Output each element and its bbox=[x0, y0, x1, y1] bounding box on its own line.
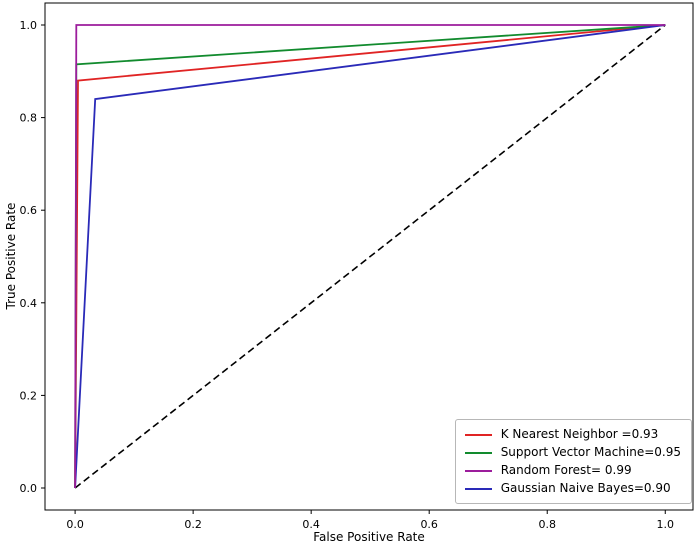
legend-item: Support Vector Machine=0.95 bbox=[464, 445, 681, 460]
legend-swatch bbox=[464, 451, 492, 454]
roc-curve-gaussian-naive-bayes bbox=[74, 24, 666, 489]
legend-label: Random Forest= 0.99 bbox=[500, 463, 632, 477]
y-tick-label: 0.2 bbox=[20, 389, 38, 402]
y-axis-label: True Positive Rate bbox=[4, 203, 18, 311]
x-tick-label: 1.0 bbox=[657, 518, 675, 531]
legend-label: Gaussian Naive Bayes=0.90 bbox=[500, 481, 671, 495]
x-tick-label: 0.8 bbox=[538, 518, 556, 531]
legend-item: K Nearest Neighbor =0.93 bbox=[464, 427, 681, 442]
y-tick-label: 1.0 bbox=[20, 19, 38, 32]
x-tick-label: 0.6 bbox=[420, 518, 438, 531]
x-tick-label: 0.0 bbox=[66, 518, 84, 531]
tick-labels: 0.0 0.2 0.4 0.6 0.8 1.0 0.0 0.2 0.4 0.6 0.8 1.0 bbox=[20, 19, 675, 531]
legend-label: Support Vector Machine=0.95 bbox=[500, 445, 681, 459]
roc-curves bbox=[74, 24, 666, 489]
legend: K Nearest Neighbor =0.93 Support Vector M… bbox=[454, 419, 692, 504]
x-tick-label: 0.4 bbox=[302, 518, 320, 531]
roc-curve-random-forest bbox=[74, 24, 666, 489]
y-tick-label: 0.0 bbox=[20, 482, 38, 495]
y-tick-label: 0.4 bbox=[20, 297, 38, 310]
y-tick-label: 0.6 bbox=[20, 204, 38, 217]
legend-swatch bbox=[464, 469, 492, 472]
legend-item: Random Forest= 0.99 bbox=[464, 463, 681, 478]
legend-item: Gaussian Naive Bayes=0.90 bbox=[464, 481, 681, 496]
axis-ticks bbox=[41, 24, 666, 514]
legend-label: K Nearest Neighbor =0.93 bbox=[500, 427, 659, 441]
legend-swatch bbox=[464, 487, 492, 490]
x-axis-label: False Positive Rate bbox=[313, 530, 425, 544]
x-tick-label: 0.2 bbox=[184, 518, 202, 531]
y-tick-label: 0.8 bbox=[20, 112, 38, 125]
legend-swatch bbox=[464, 433, 492, 436]
roc-curve-chance-diagonal bbox=[74, 24, 666, 489]
plot-frame bbox=[44, 2, 694, 511]
